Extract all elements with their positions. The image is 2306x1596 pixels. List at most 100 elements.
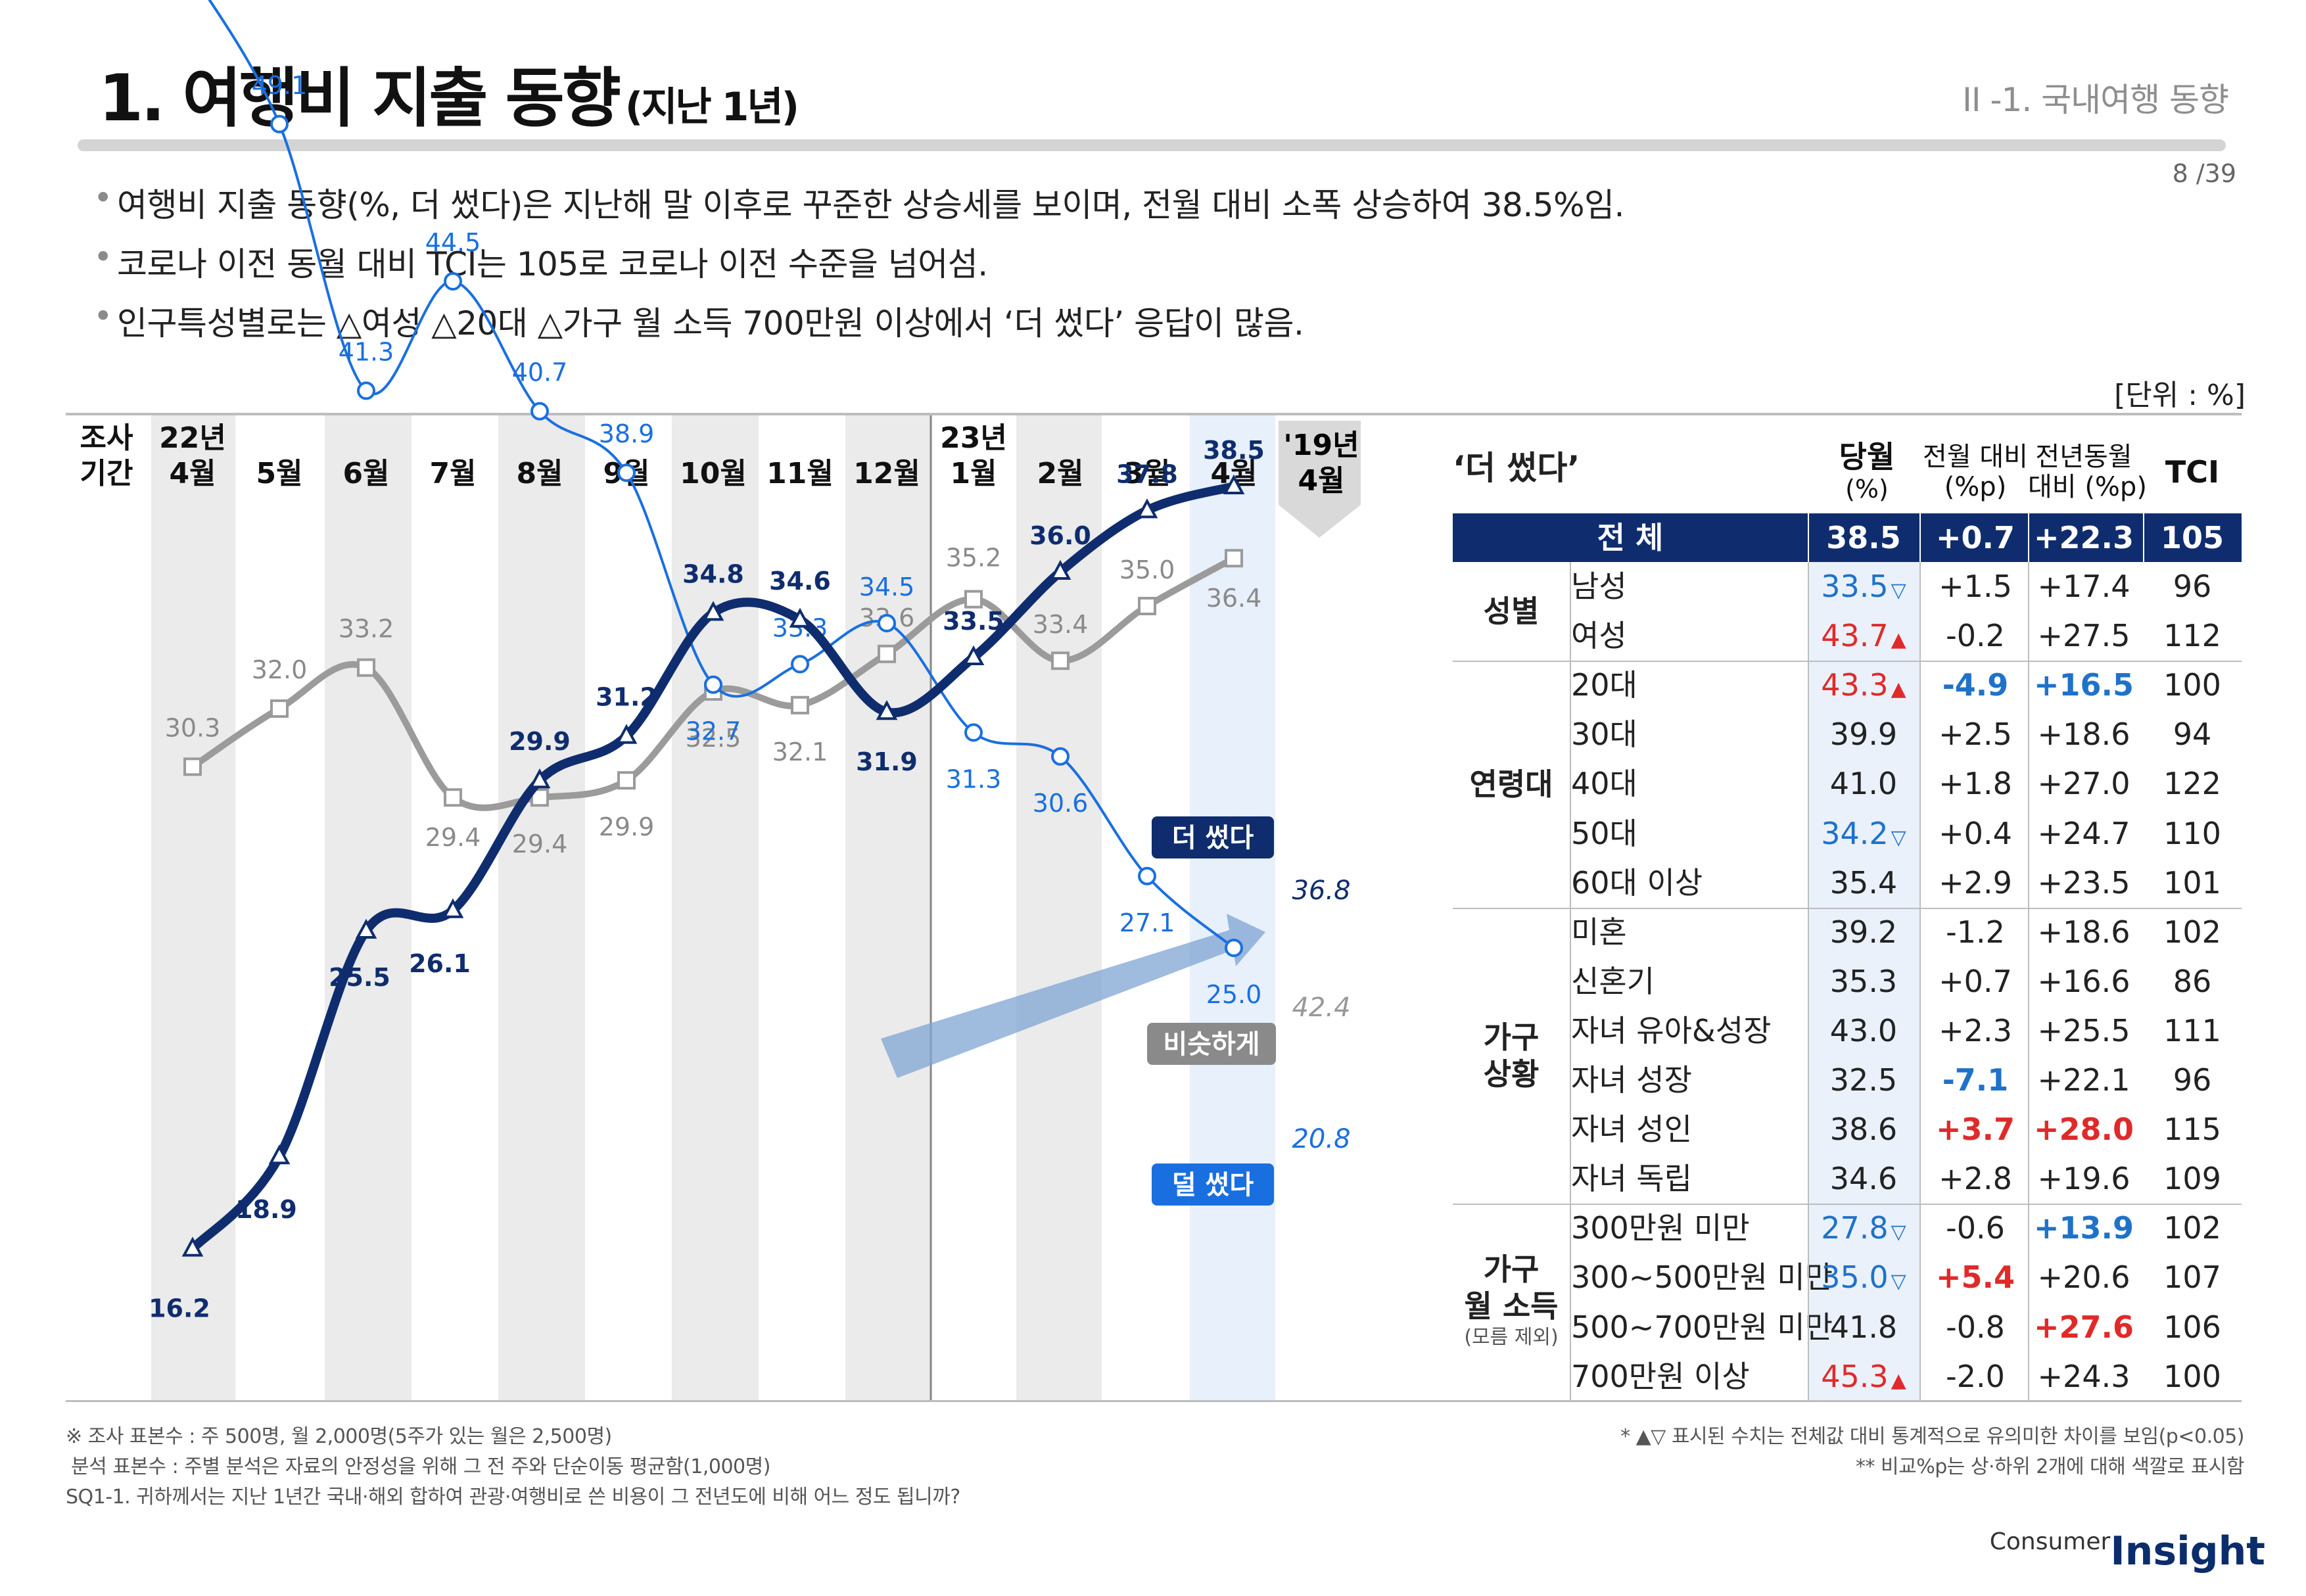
row-mom: +1.8 xyxy=(1939,766,2012,802)
unit-label: [단위 : %] xyxy=(2114,379,2246,412)
row-label: 자녀 성인 xyxy=(1571,1112,1692,1148)
data-label: 33.4 xyxy=(1033,610,1089,639)
column-divider xyxy=(1570,562,1571,1400)
total-divider xyxy=(1808,513,1809,562)
data-label: 34.8 xyxy=(682,559,744,588)
reference-month-label: 4월 xyxy=(1298,464,1344,498)
data-label: 29.4 xyxy=(425,823,481,852)
reference-value-label: 42.4 xyxy=(1292,993,1350,1023)
significance-mark: ▽ xyxy=(1891,579,1906,602)
row-label: 50대 xyxy=(1571,815,1637,851)
x-tick-label: 7월 xyxy=(429,457,477,490)
table-row: 미혼 39.2 -1.2 +18.6 102 xyxy=(1571,908,2242,957)
row-label: 30대 xyxy=(1571,716,1637,753)
table-row: 20대 43.3 ▲ -4.9 +16.5 100 xyxy=(1571,661,2242,710)
row-tci: 94 xyxy=(2173,716,2212,753)
row-yoy: +23.5 xyxy=(2037,864,2130,901)
table-row: 50대 34.2 ▽ +0.4 +24.7 110 xyxy=(1571,809,2242,858)
legend-more-text: 더 썼다 xyxy=(1172,823,1254,853)
data-label: 36.0 xyxy=(1029,521,1091,550)
page-number: 8 /39 xyxy=(2172,159,2236,188)
column-divider xyxy=(1808,562,1809,1400)
row-current: 32.5 xyxy=(1829,1062,1898,1098)
data-label: 31.2 xyxy=(596,683,657,712)
total-label: 전 체 xyxy=(1597,520,1664,555)
data-point xyxy=(444,788,462,807)
legend-similar-text: 비슷하게 xyxy=(1163,1029,1259,1060)
row-mom: -0.6 xyxy=(1946,1210,2005,1246)
period-label: 조사 기간 xyxy=(80,421,133,490)
row-label: 신혼기 xyxy=(1571,963,1655,999)
row-yoy: +25.5 xyxy=(2037,1012,2130,1048)
row-yoy: +20.6 xyxy=(2037,1259,2130,1296)
row-yoy: +16.5 xyxy=(2033,667,2134,703)
data-point xyxy=(181,1236,204,1257)
series-line-less xyxy=(208,0,1235,949)
current-month-band xyxy=(1190,415,1275,1400)
significance-mark: ▲ xyxy=(1891,628,1906,652)
data-label: 33.2 xyxy=(339,615,394,644)
table-row: 30대 39.9 +2.5 +18.6 94 xyxy=(1571,710,2242,759)
bullet-3: 인구특성별로는 △여성 △20대 △가구 월 소득 700만원 이상에서 ‘더 … xyxy=(93,297,1304,344)
row-tci: 115 xyxy=(2163,1112,2221,1148)
row-tci: 100 xyxy=(2163,667,2221,703)
row-label: 남성 xyxy=(1571,569,1627,604)
column-band xyxy=(151,415,235,1400)
data-point xyxy=(791,695,809,715)
row-yoy: +16.6 xyxy=(2037,963,2130,999)
footnote-2: 분석 표본수 : 주별 분석은 자료의 안정성을 위해 그 전 주와 단순이동 … xyxy=(71,1455,770,1478)
column-band xyxy=(498,415,585,1400)
reference-column-arrow xyxy=(1279,421,1361,538)
x-tick-label: 11월 xyxy=(766,457,834,490)
x-tick-label: 6월 xyxy=(342,457,390,490)
section-label: II -1. 국내여행 동향 xyxy=(1962,81,2229,119)
row-yoy: +28.0 xyxy=(2033,1112,2134,1148)
column-band xyxy=(672,415,759,1400)
data-label: 26.1 xyxy=(409,949,471,978)
data-point xyxy=(1136,498,1158,519)
row-label: 자녀 독립 xyxy=(1571,1161,1692,1197)
footnote-1: ※ 조사 표본수 : 주 500명, 월 2,000명(5주가 있는 월은 2,… xyxy=(66,1425,612,1448)
total-mom: +0.7 xyxy=(1935,520,2015,555)
data-label: 32.5 xyxy=(686,724,741,753)
row-yoy: +17.4 xyxy=(2037,569,2130,604)
data-point xyxy=(617,771,636,790)
data-label: 38.9 xyxy=(599,419,655,448)
consumer-insight-logo: ConsumerInsight xyxy=(1989,1528,2265,1574)
data-label: 34.6 xyxy=(769,567,831,596)
reference-year-label: '19년 xyxy=(1283,429,1359,462)
table-row: 자녀 유아&성장 43.0 +2.3 +25.5 111 xyxy=(1571,1006,2242,1056)
data-point xyxy=(1138,866,1156,885)
row-current: 39.9 xyxy=(1829,716,1898,753)
total-divider xyxy=(2143,513,2144,562)
row-current: 35.0 ▽ xyxy=(1821,1259,1906,1296)
group-separator xyxy=(1453,661,2242,663)
row-label: 700만원 이상 xyxy=(1571,1358,1750,1394)
row-label: 60대 이상 xyxy=(1571,864,1703,901)
row-tci: 101 xyxy=(2163,864,2221,901)
row-yoy: +24.3 xyxy=(2037,1358,2130,1394)
data-point xyxy=(617,463,636,482)
row-mom: +2.5 xyxy=(1939,716,2012,753)
data-point xyxy=(789,607,811,628)
row-yoy: +19.6 xyxy=(2037,1161,2130,1197)
data-label: 37.8 xyxy=(1116,459,1178,488)
table-row: 자녀 독립 34.6 +2.8 +19.6 109 xyxy=(1571,1154,2242,1204)
table-row: 60대 이상 35.4 +2.9 +23.5 101 xyxy=(1571,858,2242,908)
row-mom: -0.2 xyxy=(1946,618,2005,654)
data-label: 29.4 xyxy=(512,830,568,858)
group-separator xyxy=(1453,1204,2242,1206)
data-label: 29.9 xyxy=(599,812,655,841)
footnote-right-1: * ▲▽ 표시된 수치는 전체값 대비 통계적으로 유의미한 차이를 보임(p<… xyxy=(1620,1425,2244,1448)
reference-value-label: 36.8 xyxy=(1292,876,1350,906)
data-point xyxy=(1051,651,1070,670)
row-current: 35.3 xyxy=(1829,963,1898,999)
data-label: 32.0 xyxy=(252,655,308,684)
total-tci: 105 xyxy=(2160,520,2224,555)
bottom-rule xyxy=(66,1400,2242,1402)
row-tci: 100 xyxy=(2163,1358,2221,1394)
row-tci: 102 xyxy=(2163,914,2221,950)
data-point xyxy=(442,898,464,918)
x-tick-label: 23년 1월 xyxy=(940,421,1007,490)
